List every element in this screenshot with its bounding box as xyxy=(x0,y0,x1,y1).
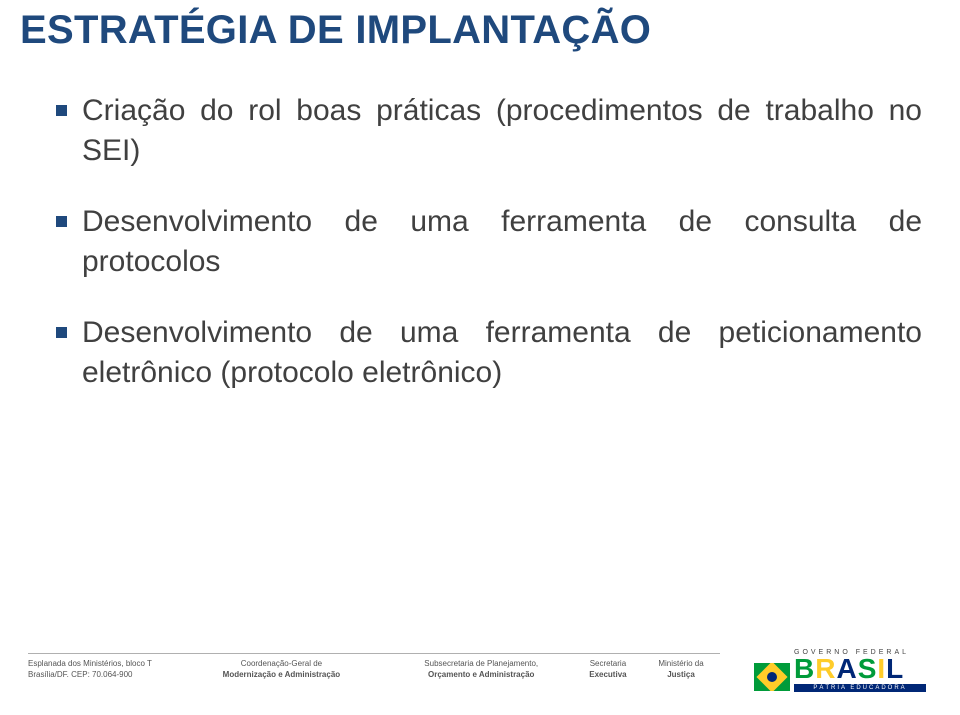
footer-line: Ministério da xyxy=(642,659,720,670)
bullet-item: Criação do rol boas práticas (procedimen… xyxy=(56,91,922,170)
bullet-item: Desenvolvimento de uma ferramenta de con… xyxy=(56,202,922,281)
logo-bottom-text: PÁTRIA EDUCADORA xyxy=(794,684,926,692)
slide: ESTRATÉGIA DE IMPLANTAÇÃO Criação do rol… xyxy=(0,0,960,715)
footer-secretaria: Secretaria Executiva xyxy=(574,659,642,681)
footer-address: Esplanada dos Ministérios, bloco T Brasí… xyxy=(28,659,174,681)
slide-title: ESTRATÉGIA DE IMPLANTAÇÃO xyxy=(0,0,960,53)
brasil-logo-text: GOVERNO FEDERAL BRASIL PÁTRIA EDUCADORA xyxy=(794,649,934,692)
footer-coordination: Coordenação-Geral de Modernização e Admi… xyxy=(174,659,388,681)
footer-line: Secretaria xyxy=(574,659,642,670)
footer-address-line: Esplanada dos Ministérios, bloco T xyxy=(28,659,174,670)
logo-main-word: BRASIL xyxy=(794,656,934,683)
bullet-item: Desenvolvimento de uma ferramenta de pet… xyxy=(56,313,922,392)
footer-line: Modernização e Administração xyxy=(174,670,388,681)
footer-divider xyxy=(28,653,720,654)
footer-address-line: Brasília/DF. CEP: 70.064-900 xyxy=(28,670,174,681)
footer-line: Executiva xyxy=(574,670,642,681)
footer-ministerio: Ministério da Justiça xyxy=(642,659,720,681)
footer-line: Subsecretaria de Planejamento, xyxy=(389,659,574,670)
footer-line: Coordenação-Geral de xyxy=(174,659,388,670)
brasil-logo: GOVERNO FEDERAL BRASIL PÁTRIA EDUCADORA xyxy=(754,649,934,705)
content-area: Criação do rol boas práticas (procedimen… xyxy=(0,53,960,393)
footer-line: Orçamento e Administração xyxy=(389,670,574,681)
footer: Esplanada dos Ministérios, bloco T Brasí… xyxy=(0,641,960,715)
footer-line: Justiça xyxy=(642,670,720,681)
flag-icon xyxy=(754,663,790,691)
footer-columns: Esplanada dos Ministérios, bloco T Brasí… xyxy=(28,659,720,681)
footer-subsecretaria: Subsecretaria de Planejamento, Orçamento… xyxy=(389,659,574,681)
